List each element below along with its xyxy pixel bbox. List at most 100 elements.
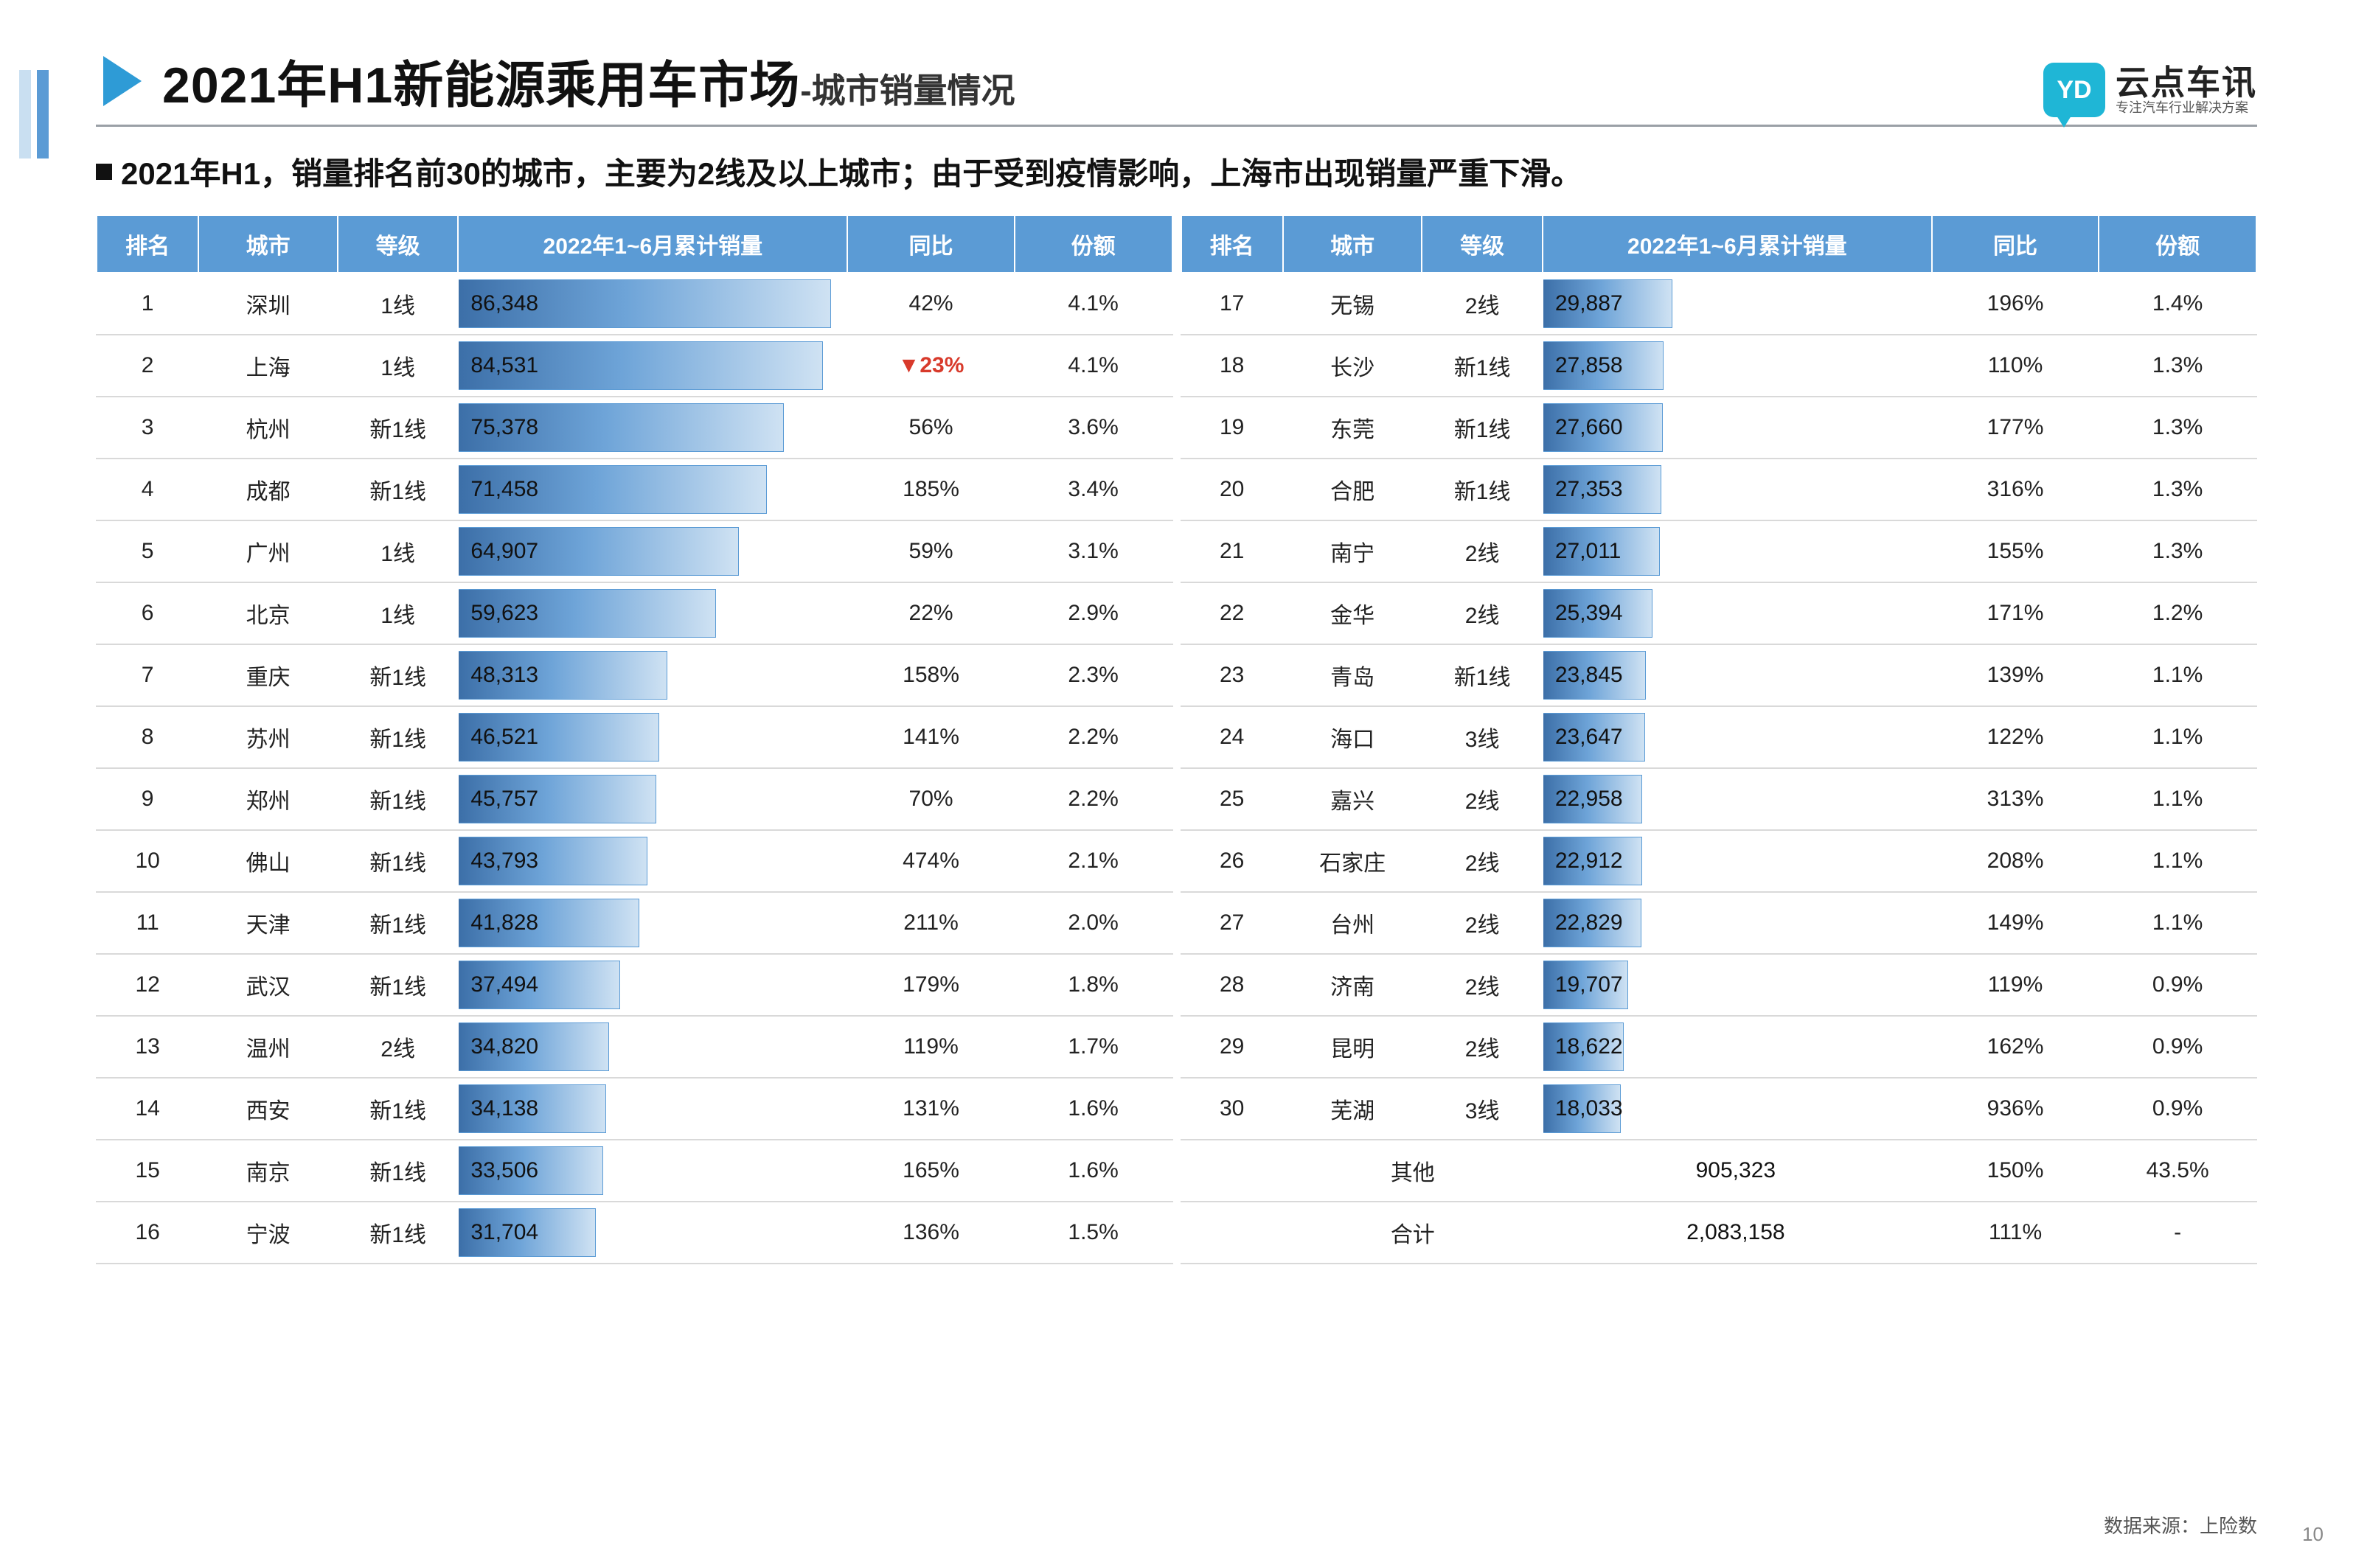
cell-tier: 新1线 [338, 706, 458, 768]
table-header-cell: 城市 [198, 215, 338, 273]
cell-yoy: ▼23% [847, 335, 1014, 397]
sales-bar-label: 37,494 [459, 972, 538, 997]
cell-city: 其他 [1283, 1140, 1543, 1202]
cell-tier: 新1线 [338, 768, 458, 830]
cell-share: 1.4% [2099, 273, 2256, 335]
cell-sales: 48,313 [458, 644, 847, 706]
table-row: 5广州1线64,90759%3.1% [97, 520, 1172, 582]
cell-yoy: 165% [847, 1140, 1014, 1202]
cell-city: 上海 [198, 335, 338, 397]
page-title-sub: -城市销量情况 [800, 64, 1015, 113]
slide: 2021年H1新能源乘用车市场 -城市销量情况 YD 云点车讯 专注汽车行业解决… [0, 0, 2353, 1568]
cell-yoy: 177% [1932, 397, 2099, 459]
cell-share: 1.8% [1015, 954, 1172, 1016]
sales-bar-label: 43,793 [459, 849, 538, 873]
table-header-cell: 份额 [2099, 215, 2256, 273]
sales-bar-label: 34,820 [459, 1034, 538, 1059]
footer-source: 数据来源：上险数 [2104, 1511, 2257, 1539]
sales-bar-label: 22,958 [1543, 787, 1623, 811]
cell-tier: 2线 [1422, 1016, 1542, 1078]
cell-share: 1.2% [2099, 582, 2256, 644]
title-divider [96, 125, 2257, 127]
cell-tier: 1线 [338, 273, 458, 335]
cell-city: 重庆 [198, 644, 338, 706]
cell-city: 合计 [1283, 1202, 1543, 1264]
cell-city: 温州 [198, 1016, 338, 1078]
table-row: 28济南2线19,707119%0.9% [1181, 954, 2257, 1016]
cell-share: 1.6% [1015, 1140, 1172, 1202]
table-row: 11天津新1线41,828211%2.0% [97, 892, 1172, 954]
cell-share: 2.9% [1015, 582, 1172, 644]
sales-bar-label: 64,907 [459, 539, 538, 563]
cell-sales: 84,531 [458, 335, 847, 397]
cell-tier: 新1线 [1422, 459, 1542, 520]
cell-tier: 新1线 [338, 397, 458, 459]
cell-sales: 86,348 [458, 273, 847, 335]
cell-city: 金华 [1283, 582, 1422, 644]
cell-share: 2.2% [1015, 768, 1172, 830]
cell-sales: 37,494 [458, 954, 847, 1016]
cell-sales: 43,793 [458, 830, 847, 892]
chevron-right-icon [103, 56, 142, 106]
cell-sales: 71,458 [458, 459, 847, 520]
table-row: 30芜湖3线18,033936%0.9% [1181, 1078, 2257, 1140]
sales-bar-label: 22,912 [1543, 849, 1623, 873]
cell-rank: 22 [1181, 582, 1283, 644]
sales-bar-label: 31,704 [459, 1220, 538, 1244]
cell-yoy: 136% [847, 1202, 1014, 1264]
cell-city: 成都 [198, 459, 338, 520]
cell-yoy: 139% [1932, 644, 2099, 706]
cell-share: 3.4% [1015, 459, 1172, 520]
sales-bar-label: 27,660 [1543, 415, 1623, 439]
sales-bar-label: 48,313 [459, 663, 538, 687]
cell-tier: 新1线 [1422, 644, 1542, 706]
cell-city: 台州 [1283, 892, 1422, 954]
table-row: 9郑州新1线45,75770%2.2% [97, 768, 1172, 830]
cell-yoy: 185% [847, 459, 1014, 520]
cell-yoy: 474% [847, 830, 1014, 892]
cell-tier: 新1线 [338, 892, 458, 954]
cell-city: 青岛 [1283, 644, 1422, 706]
cell-share: 1.6% [1015, 1078, 1172, 1140]
cell-rank: 9 [97, 768, 198, 830]
cell-yoy: 119% [1932, 954, 2099, 1016]
cell-share: - [2099, 1202, 2256, 1264]
cell-share: 2.2% [1015, 706, 1172, 768]
cell-sales: 23,647 [1543, 706, 1932, 768]
cell-city: 南京 [198, 1140, 338, 1202]
cell-share: 0.9% [2099, 954, 2256, 1016]
cell-tier: 2线 [1422, 830, 1542, 892]
sales-bar-label: 86,348 [459, 291, 538, 316]
cell-sales: 29,887 [1543, 273, 1932, 335]
table-row: 14西安新1线34,138131%1.6% [97, 1078, 1172, 1140]
cell-rank: 1 [97, 273, 198, 335]
table-row: 21南宁2线27,011155%1.3% [1181, 520, 2257, 582]
sales-bar-label: 33,506 [459, 1158, 538, 1182]
cell-rank: 28 [1181, 954, 1283, 1016]
table-header-row: 排名城市等级2022年1~6月累计销量同比份额 [97, 215, 1172, 273]
page-subtitle: 2021年H1，销量排名前30的城市，主要为2线及以上城市；由于受到疫情影响，上… [121, 149, 1582, 194]
cell-share: 0.9% [2099, 1016, 2256, 1078]
cell-city: 苏州 [198, 706, 338, 768]
cell-tier: 新1线 [338, 830, 458, 892]
table-row: 其他905,323150%43.5% [1181, 1140, 2257, 1202]
cell-city: 天津 [198, 892, 338, 954]
cell-yoy: 162% [1932, 1016, 2099, 1078]
cell-tier: 新1线 [338, 1078, 458, 1140]
cell-share: 2.3% [1015, 644, 1172, 706]
sales-bar-label: 41,828 [459, 910, 538, 935]
cell-rank: 16 [97, 1202, 198, 1264]
table-row: 6北京1线59,62322%2.9% [97, 582, 1172, 644]
cell-rank [1181, 1140, 1283, 1202]
sales-bar-label: 84,531 [459, 353, 538, 377]
sales-bar-label: 22,829 [1543, 910, 1623, 935]
table-row: 合计2,083,158111%- [1181, 1202, 2257, 1264]
cell-tier: 2线 [1422, 768, 1542, 830]
cell-tier: 新1线 [338, 1140, 458, 1202]
table-row: 25嘉兴2线22,958313%1.1% [1181, 768, 2257, 830]
cell-tier: 新1线 [338, 644, 458, 706]
sales-bar-label: 19,707 [1543, 972, 1623, 997]
sales-bar-label: 23,845 [1543, 663, 1623, 687]
cell-share: 3.6% [1015, 397, 1172, 459]
cell-city: 昆明 [1283, 1016, 1422, 1078]
